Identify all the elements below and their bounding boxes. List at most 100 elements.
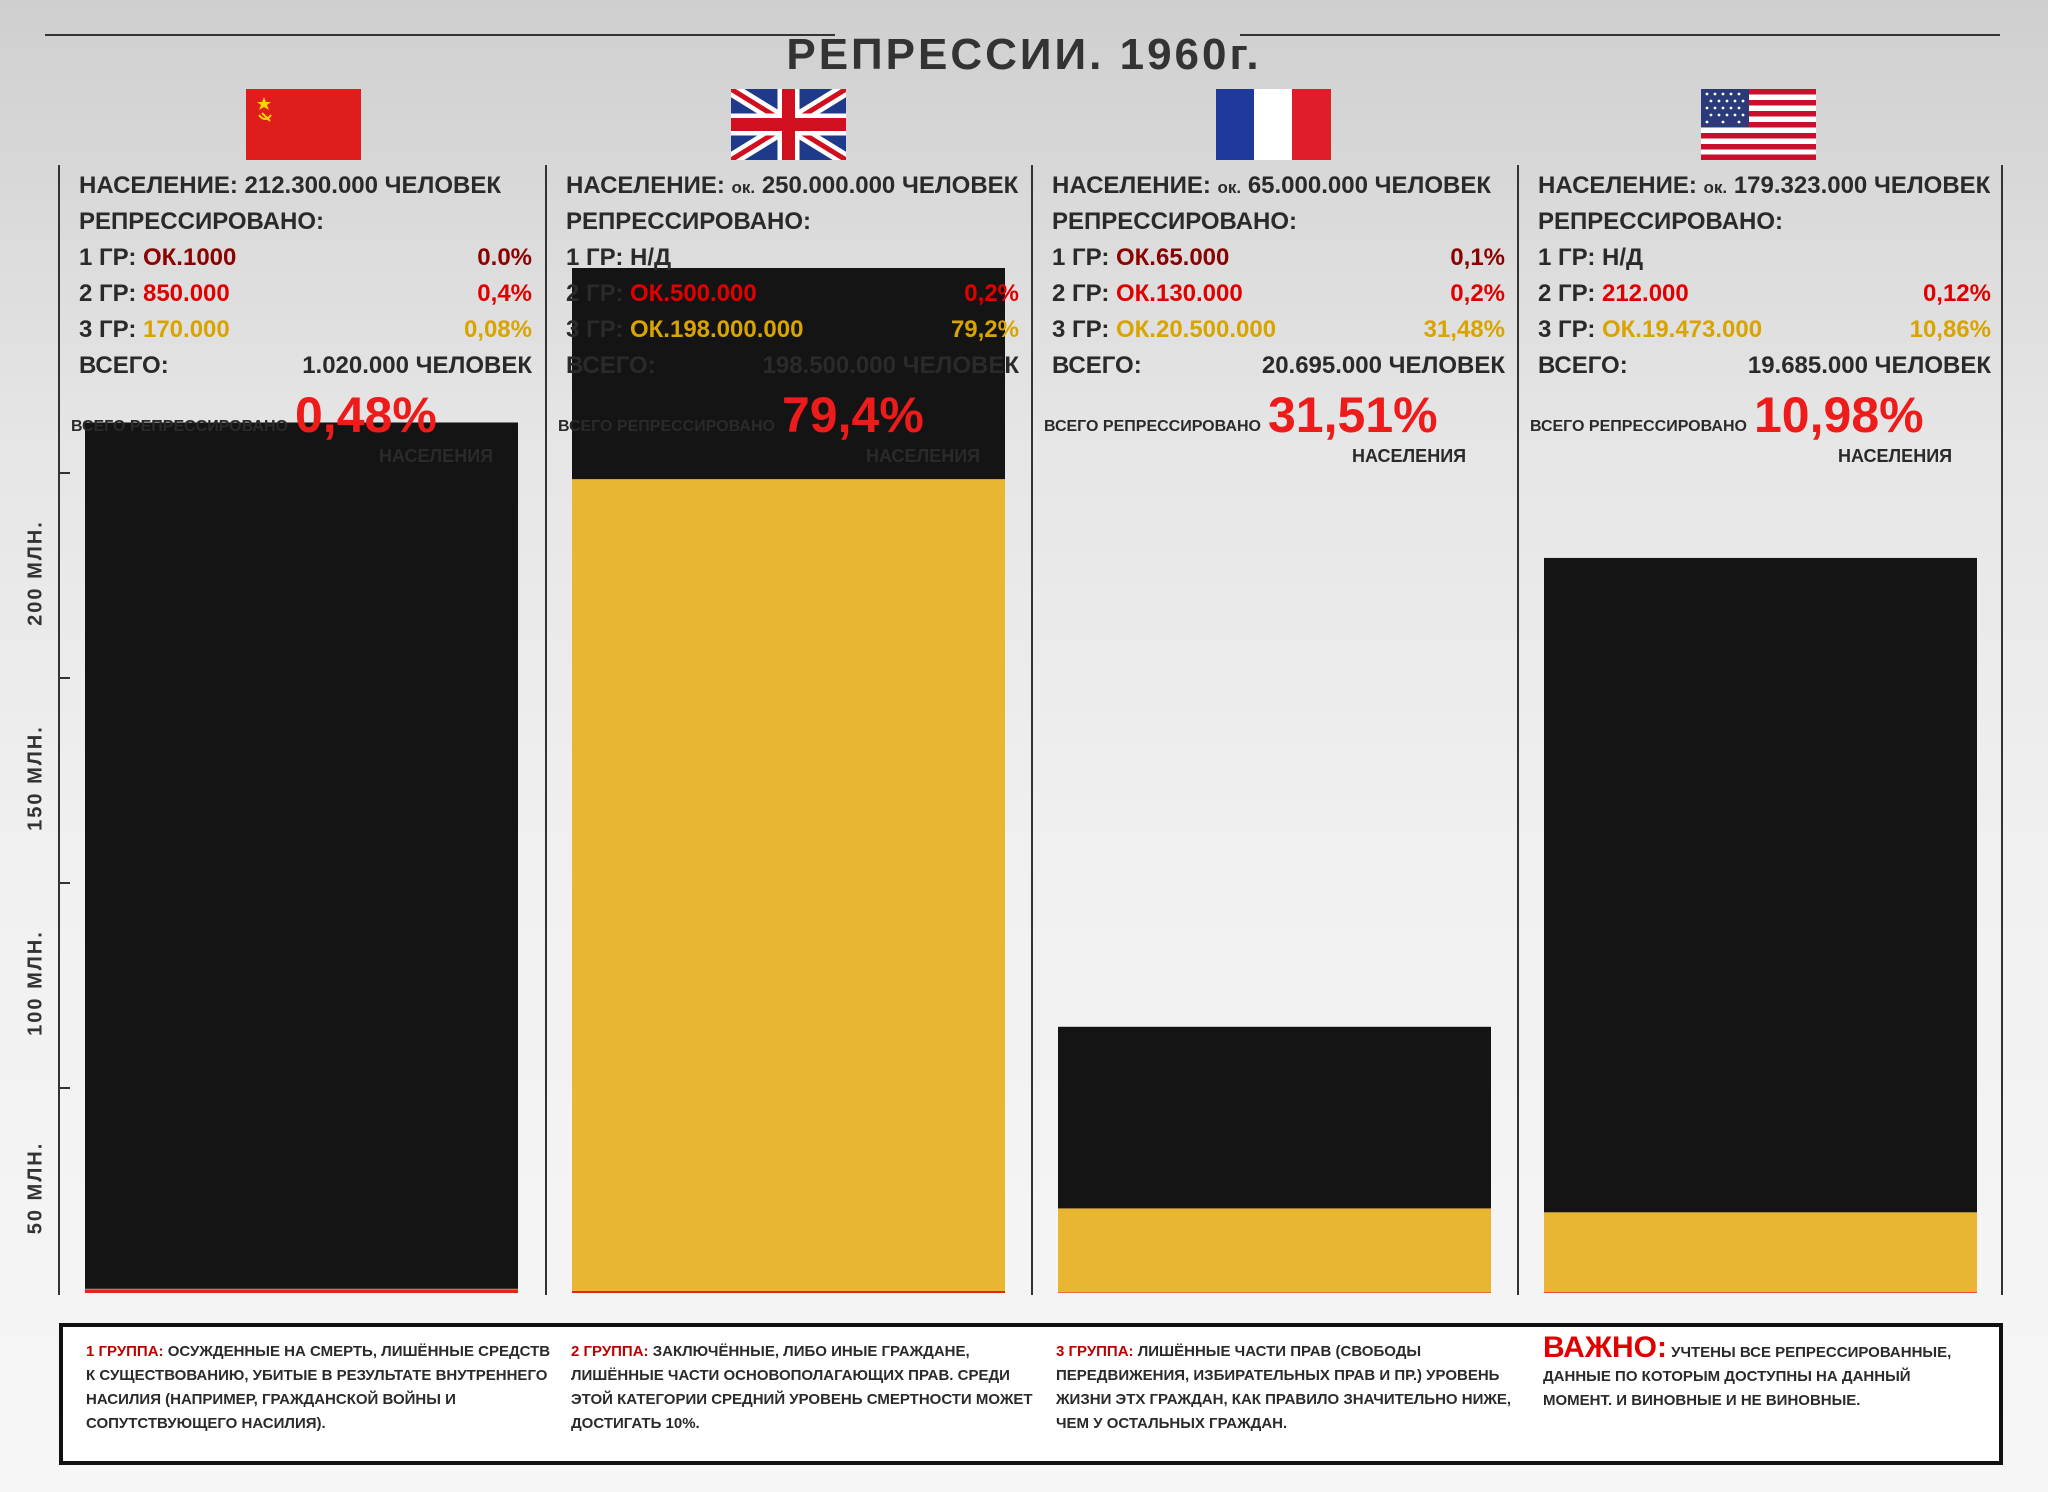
- group-share: 0.0%: [477, 244, 532, 271]
- group-label: 2 ГР:: [1538, 280, 1596, 307]
- group-share: 10,86%: [1909, 316, 1991, 343]
- legend-text: ОСУЖДЕННЫЕ НА СМЕРТЬ, ЛИШЁННЫЕ СРЕДСТВ К…: [86, 1343, 551, 1432]
- repressed-label: РЕПРЕССИРОВАНО:: [566, 208, 812, 235]
- group-count: ОК.65.000: [1115, 244, 1230, 271]
- population-prefix: ок.: [1703, 178, 1728, 197]
- flag-ussr: [246, 89, 361, 160]
- separator: [1031, 165, 1033, 1295]
- group-row: 2 ГР: ОК.500.000: [566, 280, 757, 308]
- group-row: 2 ГР: ОК.130.000: [1052, 280, 1243, 308]
- bar-segment: [572, 479, 1005, 1291]
- bar-segment: [572, 268, 1005, 480]
- summary-share: 31,51%: [1268, 387, 1438, 443]
- flag-usa: [1701, 89, 1816, 160]
- population-row: НАСЕЛЕНИЕ: ок. 250.000.000 ЧЕЛОВЕК: [566, 172, 1018, 200]
- population-row: НАСЕЛЕНИЕ: 212.300.000 ЧЕЛОВЕК: [79, 172, 501, 200]
- group-label: 1 ГР:: [79, 244, 137, 271]
- group-label: 3 ГР:: [566, 316, 624, 343]
- total: 198.500.000 ЧЕЛОВЕК: [762, 352, 1020, 379]
- group-label: 2 ГР:: [566, 280, 624, 307]
- population: 179.323.000: [1733, 172, 1868, 199]
- y-tick-label: 150 МЛН.: [24, 725, 46, 831]
- group-count: 850.000: [142, 280, 230, 307]
- total-label: ВСЕГО:: [79, 352, 169, 379]
- y-tick-label: 50 МЛН.: [24, 1142, 46, 1235]
- summary-share: 10,98%: [1754, 387, 1924, 443]
- legend-item: 1 ГРУППА: ОСУЖДЕННЫЕ НА СМЕРТЬ, ЛИШЁННЫЕ…: [86, 1340, 556, 1436]
- group-row: 3 ГР: ОК.19.473.000: [1538, 316, 1762, 344]
- group-label: 3 ГР:: [79, 316, 137, 343]
- group-count: Н/Д: [1601, 244, 1644, 271]
- group-count: ОК.20.500.000: [1115, 316, 1277, 343]
- summary-unit: НАСЕЛЕНИЯ: [379, 446, 494, 466]
- group-row: 2 ГР: 212.000: [1538, 280, 1689, 308]
- legend-text: ЛИШЁННЫЕ ЧАСТИ ПРАВ (СВОБОДЫ ПЕРЕДВИЖЕНИ…: [1056, 1343, 1512, 1432]
- legend-item: 3 ГРУППА: ЛИШЁННЫЕ ЧАСТИ ПРАВ (СВОБОДЫ П…: [1056, 1340, 1526, 1436]
- legend-term: 2 ГРУППА:: [571, 1343, 649, 1360]
- summary-share: 0,48%: [295, 387, 437, 443]
- population-prefix: ок.: [1217, 178, 1242, 197]
- population-unit: ЧЕЛОВЕК: [1873, 172, 1991, 199]
- summary-unit: НАСЕЛЕНИЯ: [866, 446, 981, 466]
- separator: [2001, 165, 2003, 1295]
- population: 250.000.000: [761, 172, 896, 199]
- population-label: НАСЕЛЕНИЕ:: [79, 172, 238, 199]
- group-count: ОК.130.000: [1115, 280, 1243, 307]
- summary-label: ВСЕГО РЕПРЕССИРОВАНО: [558, 418, 775, 435]
- group-row: 3 ГР: ОК.198.000.000: [566, 316, 803, 344]
- summary-label: ВСЕГО РЕПРЕССИРОВАНО: [71, 418, 288, 435]
- note-term: ВАЖНО:: [1543, 1331, 1667, 1364]
- group-count: ОК.198.000.000: [629, 316, 804, 343]
- total-label: ВСЕГО:: [566, 352, 656, 379]
- y-tick-label: 100 МЛН.: [24, 930, 46, 1036]
- group-count: ОК.500.000: [629, 280, 757, 307]
- y-tick-label: 200 МЛН.: [24, 520, 46, 626]
- separator: [58, 165, 60, 1295]
- summary-label: ВСЕГО РЕПРЕССИРОВАНО: [1530, 418, 1747, 435]
- summary-unit: НАСЕЛЕНИЯ: [1352, 446, 1467, 466]
- rule: [45, 34, 835, 36]
- legend-term: 3 ГРУППА:: [1056, 1343, 1134, 1360]
- population-prefix: ок.: [731, 178, 756, 197]
- group-count: Н/Д: [629, 244, 672, 271]
- group-count: 170.000: [142, 316, 230, 343]
- bar-segment: [1544, 557, 1977, 1213]
- group-label: 1 ГР:: [566, 244, 624, 271]
- total: 20.695.000 ЧЕЛОВЕК: [1261, 352, 1505, 379]
- group-count: 212.000: [1601, 280, 1689, 307]
- bar-segment: [1544, 1292, 1977, 1293]
- legend-box: [59, 1323, 2003, 1465]
- bar-segment: [85, 1288, 518, 1290]
- group-share: 31,48%: [1423, 316, 1505, 343]
- summary-unit: НАСЕЛЕНИЯ: [1838, 446, 1953, 466]
- note-text: УЧТЕНЫ ВСЕ РЕПРЕССИРОВАННЫЕ, ДАННЫЕ ПО К…: [1543, 1344, 1952, 1409]
- group-row: 1 ГР: Н/Д: [1538, 244, 1643, 272]
- group-label: 1 ГР:: [1052, 244, 1110, 271]
- total: 1.020.000 ЧЕЛОВЕК: [302, 352, 532, 379]
- population-row: НАСЕЛЕНИЕ: ок. 179.323.000 ЧЕЛОВЕК: [1538, 172, 1990, 200]
- group-label: 3 ГР:: [1538, 316, 1596, 343]
- flag-france: [1216, 89, 1331, 160]
- legend-term: 1 ГРУППА:: [86, 1343, 164, 1360]
- rule: [1240, 34, 2000, 36]
- population-unit: ЧЕЛОВЕК: [901, 172, 1019, 199]
- population-label: НАСЕЛЕНИЕ:: [1052, 172, 1211, 199]
- total-label: ВСЕГО:: [1538, 352, 1628, 379]
- bar-segment: [1058, 1026, 1491, 1209]
- repressed-label: РЕПРЕССИРОВАНО:: [79, 208, 325, 235]
- summary-label: ВСЕГО РЕПРЕССИРОВАНО: [1044, 418, 1261, 435]
- bar-segment: [1058, 1292, 1491, 1293]
- legend-text: ЗАКЛЮЧЁННЫЕ, ЛИБО ИНЫЕ ГРАЖДАНЕ, ЛИШЁННЫ…: [571, 1343, 1033, 1432]
- group-count: ОК.19.473.000: [1601, 316, 1763, 343]
- total-label: ВСЕГО:: [1052, 352, 1142, 379]
- population: 65.000.000: [1247, 172, 1368, 199]
- bar-segment: [572, 1290, 1005, 1293]
- group-row: 3 ГР: 170.000: [79, 316, 230, 344]
- separator: [1517, 165, 1519, 1295]
- group-share: 79,2%: [950, 316, 1019, 343]
- group-share: 0,12%: [1922, 280, 1991, 307]
- group-row: 1 ГР: ОК.65.000: [1052, 244, 1229, 272]
- group-share: 0,08%: [463, 316, 532, 343]
